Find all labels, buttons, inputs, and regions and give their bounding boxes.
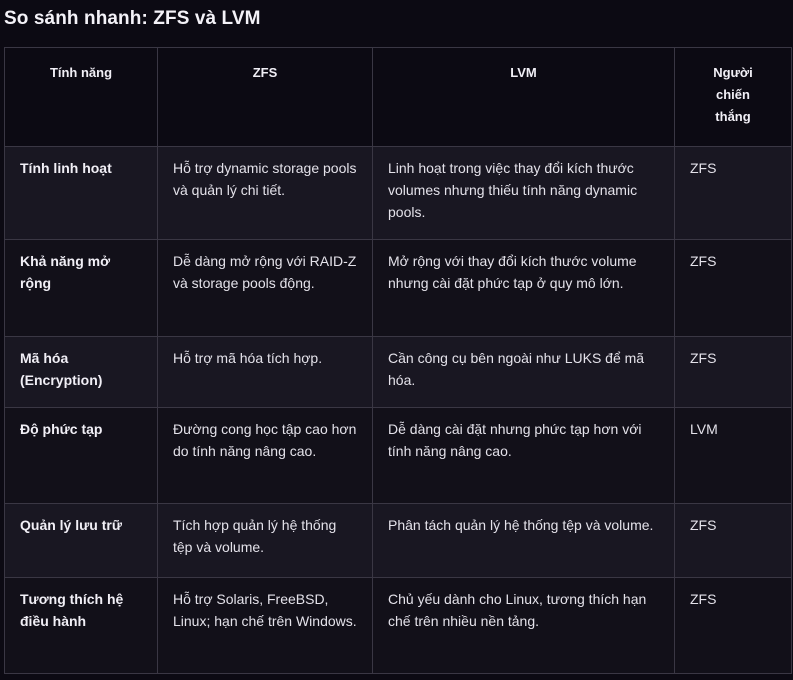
table-row: Tương thích hệ điều hành Hỗ trợ Solaris,… (4, 577, 792, 674)
cell-zfs: Dễ dàng mở rộng với RAID-Z và storage po… (157, 239, 373, 337)
table-row: Độ phức tạp Đường cong học tập cao hơn d… (4, 407, 792, 504)
header-feature: Tính năng (4, 47, 158, 147)
cell-zfs: Tích hợp quản lý hệ thống tệp và volume. (157, 503, 373, 578)
cell-lvm: Phân tách quản lý hệ thống tệp và volume… (372, 503, 675, 578)
header-lvm: LVM (372, 47, 675, 147)
cell-feature: Khả năng mở rộng (4, 239, 158, 337)
header-winner: Người chiến thắng (674, 47, 792, 147)
cell-winner: ZFS (674, 336, 792, 408)
table-row: Quản lý lưu trữ Tích hợp quản lý hệ thốn… (4, 503, 792, 578)
cell-winner: ZFS (674, 146, 792, 240)
cell-feature: Tương thích hệ điều hành (4, 577, 158, 674)
cell-zfs: Hỗ trợ Solaris, FreeBSD, Linux; hạn chế … (157, 577, 373, 674)
header-zfs: ZFS (157, 47, 373, 147)
table-row: Khả năng mở rộng Dễ dàng mở rộng với RAI… (4, 239, 792, 337)
cell-lvm: Cần công cụ bên ngoài như LUKS để mã hóa… (372, 336, 675, 408)
cell-feature: Độ phức tạp (4, 407, 158, 504)
table-row: Mã hóa (Encryption) Hỗ trợ mã hóa tích h… (4, 336, 792, 408)
cell-zfs: Hỗ trợ dynamic storage pools và quản lý … (157, 146, 373, 240)
table-row: Tính linh hoạt Hỗ trợ dynamic storage po… (4, 146, 792, 240)
cell-zfs: Hỗ trợ mã hóa tích hợp. (157, 336, 373, 408)
cell-lvm: Chủ yếu dành cho Linux, tương thích hạn … (372, 577, 675, 674)
cell-winner: ZFS (674, 239, 792, 337)
cell-lvm: Mở rộng với thay đổi kích thước volume n… (372, 239, 675, 337)
cell-zfs: Đường cong học tập cao hơn do tính năng … (157, 407, 373, 504)
page-title: So sánh nhanh: ZFS và LVM (4, 8, 261, 29)
cell-winner: ZFS (674, 577, 792, 674)
comparison-table: Tính năng ZFS LVM Người chiến thắng Tính… (4, 47, 792, 674)
cell-lvm: Linh hoạt trong việc thay đổi kích thước… (372, 146, 675, 240)
cell-feature: Quản lý lưu trữ (4, 503, 158, 578)
cell-winner: LVM (674, 407, 792, 504)
cell-feature: Mã hóa (Encryption) (4, 336, 158, 408)
table-header-row: Tính năng ZFS LVM Người chiến thắng (4, 47, 792, 147)
cell-winner: ZFS (674, 503, 792, 578)
cell-lvm: Dễ dàng cài đặt nhưng phức tạp hơn với t… (372, 407, 675, 504)
cell-feature: Tính linh hoạt (4, 146, 158, 240)
